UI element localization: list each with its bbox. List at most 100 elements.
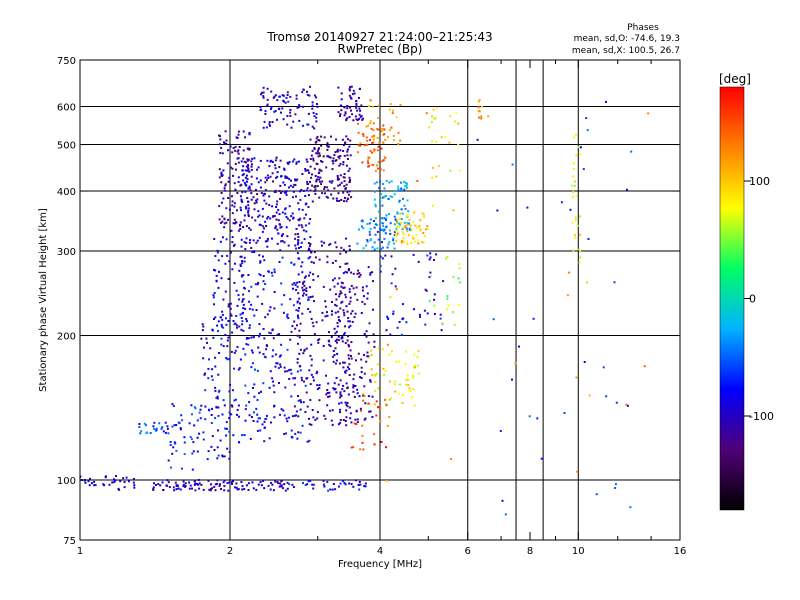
data-point [272,337,275,340]
data-point [379,255,382,258]
data-point [336,321,339,324]
data-point [306,183,309,185]
data-point [323,485,326,488]
data-point [271,121,274,123]
data-point [344,342,347,344]
data-point [266,239,269,242]
data-point [305,230,308,233]
data-point [291,196,294,199]
colorbar-tick-label: 100 [749,175,770,188]
data-point [297,241,300,244]
data-point [233,367,235,370]
data-point [247,489,250,491]
data-point [265,179,268,182]
data-point [318,178,321,181]
data-point [357,131,360,134]
data-point [315,137,318,140]
data-point [320,160,322,163]
data-point [285,175,288,178]
data-point [350,196,353,199]
data-point [396,218,399,221]
data-point [208,409,211,412]
data-point [303,380,305,383]
data-point [311,125,314,128]
data-point [353,395,356,398]
data-point [231,405,234,408]
data-point [322,479,325,482]
data-point [233,205,236,208]
x-tick-label: 10 [572,546,585,557]
data-point [301,208,304,211]
data-point [365,360,368,363]
data-point [417,242,420,245]
data-point [400,218,403,220]
data-point [258,273,261,276]
data-point [264,283,267,285]
data-point [227,489,230,492]
data-point [412,237,415,240]
data-point [360,377,363,379]
data-point [279,198,282,200]
data-point [342,272,345,275]
data-point [415,233,418,236]
data-point [296,361,299,364]
data-point [347,193,350,196]
data-point [259,186,262,189]
data-point [271,274,274,277]
data-point [233,351,236,354]
data-point [367,158,370,161]
data-point [283,241,286,244]
data-point [276,362,279,365]
data-point [229,251,232,254]
data-point [400,333,403,336]
data-point [292,186,295,189]
data-point [261,302,264,305]
data-point [501,499,504,502]
data-point [366,351,369,354]
data-point [385,446,387,449]
data-point [280,343,283,346]
y-tick-label: 500 [57,141,76,152]
data-point [276,118,278,121]
data-point [437,165,440,167]
data-point [342,419,345,421]
data-point [253,395,256,398]
data-point [270,106,273,109]
data-point [274,94,277,97]
data-point [243,256,246,259]
data-point [257,210,260,213]
data-point [316,388,319,391]
data-point [298,257,301,260]
data-point [381,241,383,244]
data-point [289,111,292,114]
data-point [93,484,96,487]
data-point [275,211,278,214]
data-point [263,227,266,230]
data-point [284,489,287,492]
data-point [367,341,370,344]
data-point [369,273,372,276]
data-point [298,105,301,107]
data-point [433,313,436,315]
data-point [458,267,461,270]
data-point [326,311,328,314]
data-point [302,281,305,284]
data-point [262,275,265,277]
data-point [347,320,350,323]
data-point [133,484,136,487]
data-point [377,104,380,107]
data-point [353,92,356,95]
data-point [231,195,233,198]
data-point [238,146,241,148]
data-point [338,396,341,399]
data-point [248,170,251,173]
data-point [295,309,298,312]
data-point [368,233,371,236]
data-point [306,180,309,183]
data-point [347,269,350,272]
data-point [87,480,90,483]
data-point [204,389,207,392]
data-point [226,447,229,450]
data-point [262,479,265,482]
data-point [366,240,369,243]
